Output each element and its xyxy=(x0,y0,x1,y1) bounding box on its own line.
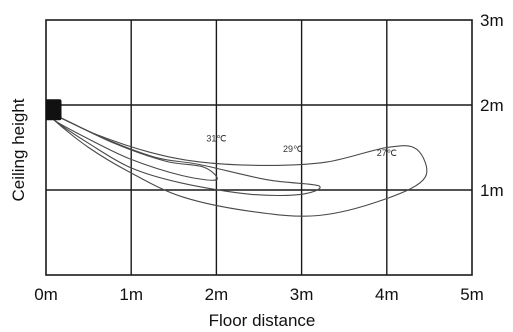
x-tick-label: 1m xyxy=(119,285,143,304)
x-tick-label: 4m xyxy=(375,285,399,304)
contour-label: 27℃ xyxy=(377,148,397,158)
y-axis-label: Ceiling height xyxy=(9,98,28,201)
temperature-contours xyxy=(48,113,428,217)
x-tick-label: 3m xyxy=(290,285,314,304)
y-tick-label: 2m xyxy=(480,96,504,115)
tick-labels: 0m 1m 2m 3m 4m 5m 1m 2m 3m xyxy=(34,11,503,304)
contour-29c xyxy=(48,113,321,197)
y-tick-label: 3m xyxy=(480,11,504,30)
contour-label: 29℃ xyxy=(283,144,303,154)
contour-labels: 31℃ 29℃ 27℃ xyxy=(206,134,397,158)
plot-frame xyxy=(45,19,473,276)
air-conditioner-unit xyxy=(45,99,62,121)
contour-31c xyxy=(48,113,218,181)
contour-27c xyxy=(49,113,428,217)
y-tick-label: 1m xyxy=(480,181,504,200)
x-tick-label: 2m xyxy=(205,285,229,304)
x-tick-label: 0m xyxy=(34,285,58,304)
x-tick-label: 5m xyxy=(460,285,484,304)
x-axis-label: Floor distance xyxy=(209,311,316,330)
grid xyxy=(46,20,472,275)
contour-label: 31℃ xyxy=(206,134,226,144)
